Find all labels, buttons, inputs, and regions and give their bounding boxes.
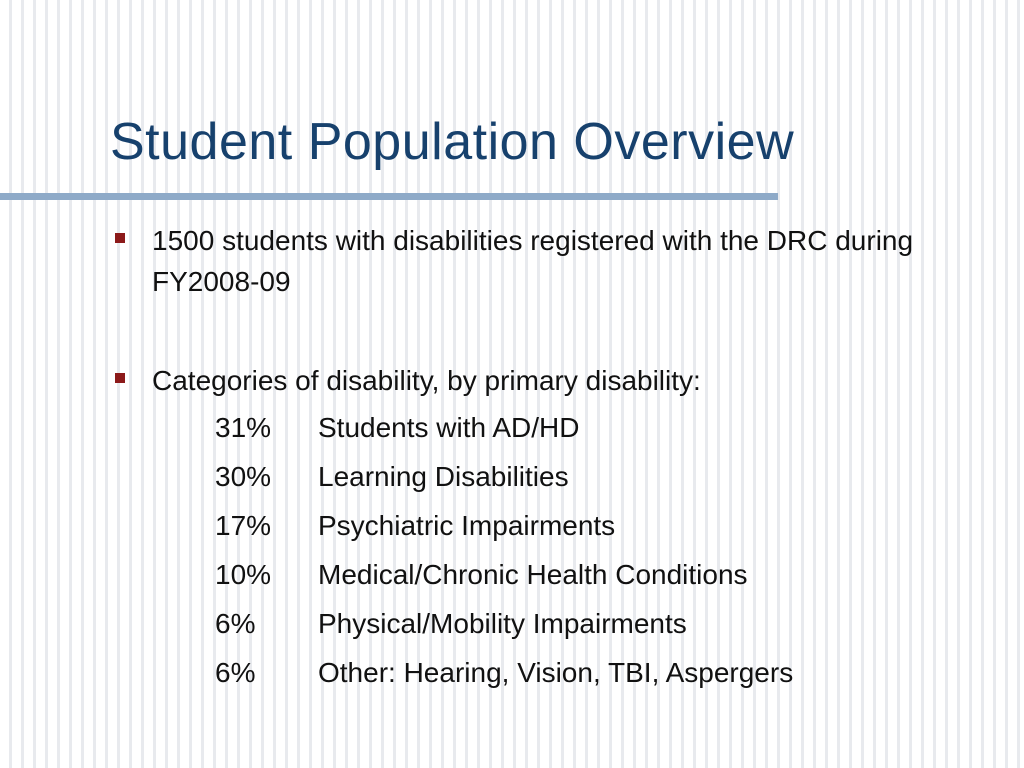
category-percent: 6%: [215, 608, 256, 639]
category-percent: 30%: [215, 461, 272, 492]
category-row: 31% Students with AD/HD: [215, 407, 793, 456]
category-percent: 6%: [215, 657, 256, 688]
bullet-text: Categories of disability, by primary dis…: [152, 365, 701, 396]
square-bullet-icon: [115, 233, 125, 243]
category-label: Medical/Chronic Health Conditions: [318, 559, 748, 590]
category-row: 10% Medical/Chronic Health Conditions: [215, 554, 793, 603]
category-row: 30% Learning Disabilities: [215, 456, 793, 505]
square-bullet-icon: [115, 373, 125, 383]
category-label: Physical/Mobility Impairments: [318, 608, 687, 639]
category-list: 31% Students with AD/HD 30% Learning Disab…: [215, 407, 793, 701]
bullet-text: 1500 students with disabilities register…: [152, 225, 914, 297]
category-label: Students with AD/HD: [318, 412, 580, 443]
category-row: 6% Physical/Mobility Impairments: [215, 603, 793, 652]
category-percent: 31%: [215, 412, 272, 443]
category-percent: 10%: [215, 559, 272, 590]
category-percent: 17%: [215, 510, 272, 541]
category-label: Learning Disabilities: [318, 461, 569, 492]
title-divider: [0, 193, 778, 200]
slide-title: Student Population Overview: [110, 113, 795, 171]
category-row: 17% Psychiatric Impairments: [215, 505, 793, 554]
category-label: Psychiatric Impairments: [318, 510, 616, 541]
category-row: 6% Other: Hearing, Vision, TBI, Aspergers: [215, 652, 793, 701]
category-label: Other: Hearing, Vision, TBI, Aspergers: [318, 657, 794, 688]
